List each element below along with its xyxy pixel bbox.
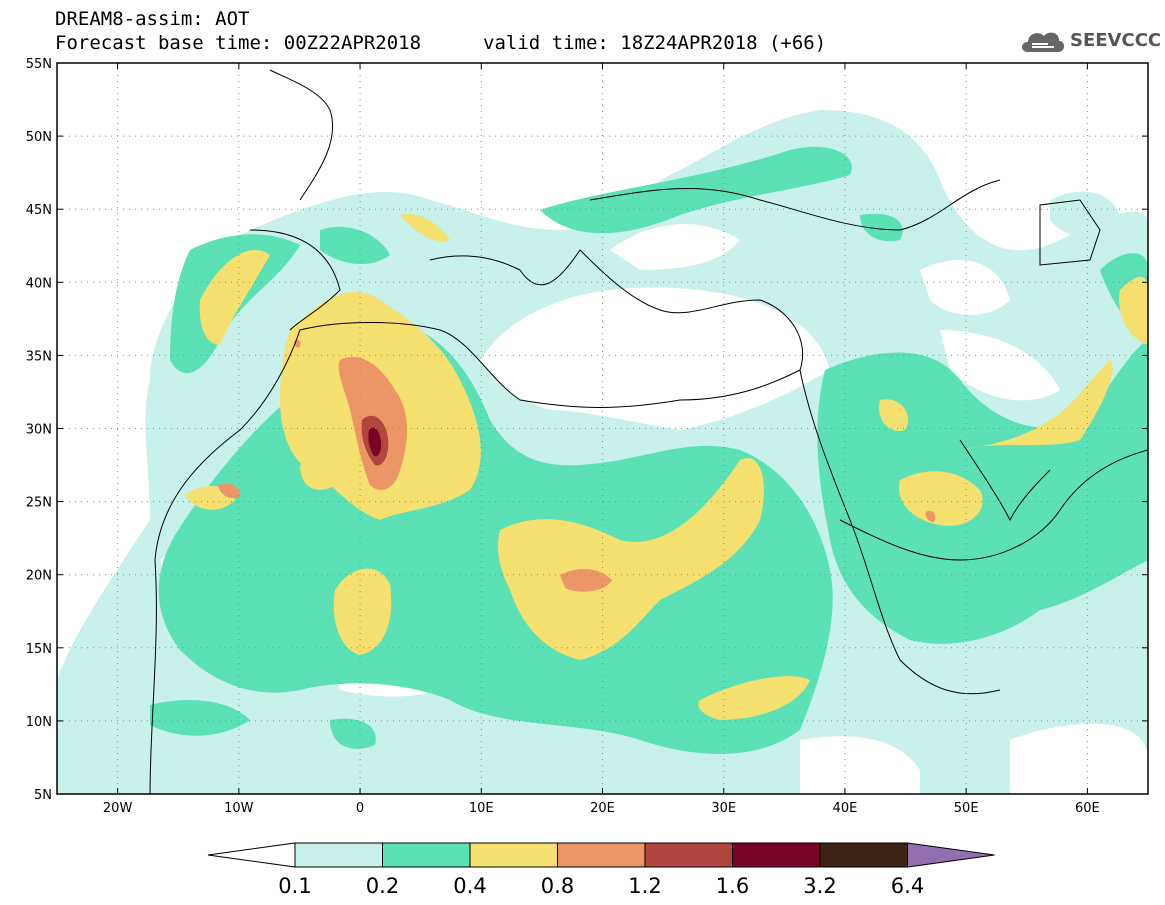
lat-label: 10N (26, 715, 52, 730)
logo-text: SEEVCCC (1070, 30, 1162, 51)
colorbar-boxes (207, 842, 995, 868)
lat-label: 25N (26, 496, 52, 511)
lon-label: 40E (833, 801, 858, 816)
lat-label: 5N (34, 788, 52, 803)
latitude-labels: 55N 50N 45N 40N 35N 30N 25N 20N 15N 10N 5N (26, 57, 52, 803)
lon-label: 0 (356, 801, 364, 816)
colorbar-box (557, 842, 646, 868)
colorbar-label: 0.2 (366, 874, 399, 898)
seevccc-logo: SEEVCCC (1018, 24, 1162, 58)
lat-label: 40N (26, 276, 52, 291)
colorbar-label: 1.2 (628, 874, 661, 898)
lon-label: 20E (590, 801, 615, 816)
lat-label: 15N (26, 642, 52, 657)
colorbar-high-extension (907, 842, 995, 868)
aot-low-areas (160, 223, 1148, 794)
colorbar-label: 6.4 (891, 874, 924, 898)
colorbar-label: 0.8 (541, 874, 574, 898)
coastlines (149, 69, 1148, 794)
longitude-labels: 20W 10W 0 10E 20E 30E 40E 50E 60E (103, 801, 1100, 816)
colorbar-label: 3.2 (803, 874, 836, 898)
colorbar-label: 0.1 (278, 874, 311, 898)
lat-label: 45N (26, 203, 52, 218)
colorbar-box (732, 842, 821, 868)
lon-label: 10W (224, 801, 254, 816)
title-model: DREAM8-assim: AOT (55, 8, 250, 30)
lon-label: 10E (469, 801, 494, 816)
lon-label: 20W (103, 801, 133, 816)
colorbar-label: 1.6 (716, 874, 749, 898)
colorbar-box (644, 842, 733, 868)
lon-label: 50E (954, 801, 979, 816)
colorbar-labels: 0.1 0.2 0.4 0.8 1.2 1.6 3.2 6.4 (278, 874, 924, 898)
lat-label: 55N (26, 57, 52, 72)
title-valid-time: valid time: 18Z24APR2018 (+66) (483, 32, 827, 54)
colorbar-box (294, 842, 383, 868)
aot-contour-1.6 (368, 427, 382, 457)
colorbar-box (469, 842, 558, 868)
colorbar-low-extension (207, 842, 296, 868)
colorbar-label: 0.4 (453, 874, 486, 898)
lat-label: 50N (26, 130, 52, 145)
lat-label: 30N (26, 423, 52, 438)
colorbar-box (819, 842, 908, 868)
lat-label: 35N (26, 349, 52, 364)
lat-label: 20N (26, 569, 52, 584)
colorbar-box (382, 842, 471, 868)
axis-ticks (57, 62, 1148, 795)
title-base-time: Forecast base time: 00Z22APR2018 (55, 32, 422, 54)
lon-label: 60E (1075, 801, 1100, 816)
lon-label: 30E (711, 801, 736, 816)
aot-field (57, 110, 1148, 794)
cloud-icon (1022, 32, 1065, 52)
